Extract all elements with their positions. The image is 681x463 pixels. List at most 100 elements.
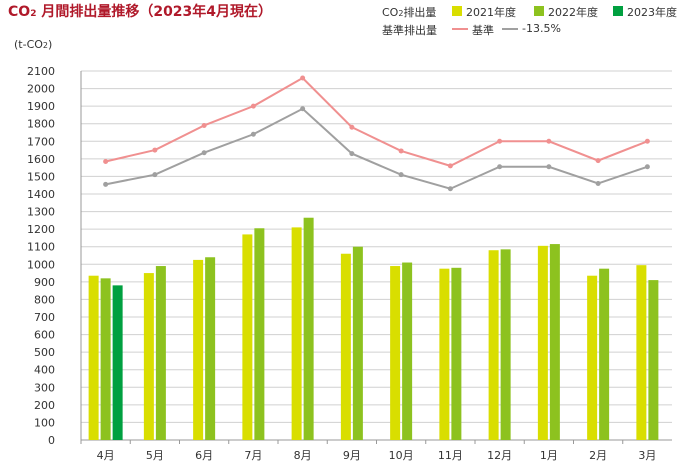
bar-2021年度 — [143, 273, 154, 440]
legend-text-reduced: -13.5% — [522, 22, 561, 35]
line--13.5% — [105, 107, 648, 190]
point--13.5% — [349, 151, 355, 157]
y-axis-unit-label: (t-CO2) — [14, 38, 53, 51]
point-基準 — [250, 103, 256, 109]
y-tick-label: 0 — [48, 434, 55, 447]
x-tick-label: 8月 — [294, 449, 312, 462]
point-基準 — [595, 158, 601, 164]
x-tick-label: 7月 — [244, 449, 262, 462]
y-tick-label: 1800 — [27, 118, 55, 131]
y-tick-label: 1500 — [27, 170, 55, 183]
bar-2021年度 — [193, 259, 204, 440]
legend-text-2021: 2021年度 — [466, 6, 516, 19]
legend-text-baseline: 基準 — [472, 24, 494, 37]
point--13.5% — [595, 180, 601, 186]
bar-2022年度 — [205, 257, 216, 440]
bar-2022年度 — [549, 244, 560, 440]
x-tick-label: 6月 — [195, 449, 213, 462]
bar-2021年度 — [587, 275, 598, 440]
y-tick-label: 1000 — [27, 258, 55, 271]
bar-2022年度 — [451, 267, 462, 440]
x-tick-label: 12月 — [487, 449, 512, 462]
legend-swatch-2021 — [452, 6, 462, 16]
y-tick-label: 800 — [34, 293, 55, 306]
x-tick-label: 3月 — [638, 449, 656, 462]
point--13.5% — [447, 186, 453, 192]
bar-2021年度 — [242, 234, 253, 440]
bar-2022年度 — [500, 249, 511, 440]
bar-2021年度 — [488, 250, 499, 440]
y-tick-label: 1300 — [27, 206, 55, 219]
y-tick-label: 300 — [34, 381, 55, 394]
bar-2021年度 — [636, 265, 647, 440]
legend-swatch-2023 — [613, 6, 623, 16]
y-tick-label: 1400 — [27, 188, 55, 201]
y-tick-label: 700 — [34, 311, 55, 324]
point-基準 — [546, 138, 552, 144]
x-tick-label: 5月 — [146, 449, 164, 462]
y-tick-label: 2100 — [27, 65, 55, 78]
point-基準 — [300, 75, 306, 81]
x-tick-label: 10月 — [389, 449, 414, 462]
point--13.5% — [546, 164, 552, 170]
point--13.5% — [152, 172, 158, 178]
bar-2022年度 — [352, 246, 363, 440]
x-tick-label: 11月 — [438, 449, 463, 462]
point-基準 — [349, 124, 355, 130]
y-tick-label: 100 — [34, 416, 55, 429]
y-tick-label: 1900 — [27, 100, 55, 113]
legend-swatch-2022 — [534, 6, 544, 16]
y-tick-label: 500 — [34, 346, 55, 359]
bar-2022年度 — [648, 280, 659, 440]
y-tick-label: 200 — [34, 399, 55, 412]
y-tick-label: 1100 — [27, 241, 55, 254]
y-tick-label: 400 — [34, 364, 55, 377]
bar-2022年度 — [254, 228, 265, 440]
y-tick-label: 1700 — [27, 135, 55, 148]
point--13.5% — [398, 172, 404, 178]
point--13.5% — [201, 150, 207, 156]
legend-line-reduced — [502, 28, 518, 30]
x-tick-label: 9月 — [343, 449, 361, 462]
y-tick-label: 600 — [34, 329, 55, 342]
bar-2022年度 — [303, 217, 314, 440]
x-tick-label: 2月 — [589, 449, 607, 462]
bar-2022年度 — [599, 268, 610, 440]
title-subscript: 2 — [30, 9, 37, 19]
y-tick-label: 1200 — [27, 223, 55, 236]
point-基準 — [398, 148, 404, 154]
bar-2021年度 — [291, 227, 302, 440]
point--13.5% — [250, 131, 256, 137]
point--13.5% — [497, 164, 503, 170]
point--13.5% — [300, 106, 306, 112]
point-基準 — [152, 147, 158, 153]
bar-2022年度 — [155, 266, 166, 440]
y-tick-label: 900 — [34, 276, 55, 289]
bar-2021年度 — [340, 253, 351, 440]
bar-2021年度 — [390, 266, 401, 440]
bar-2021年度 — [439, 268, 450, 440]
bar-2021年度 — [88, 275, 99, 440]
point-基準 — [644, 138, 650, 144]
point--13.5% — [103, 181, 109, 187]
point-基準 — [497, 138, 503, 144]
point-基準 — [201, 122, 207, 128]
legend-lines-label: 基準排出量 — [382, 24, 437, 37]
legend-text-2022: 2022年度 — [548, 6, 598, 19]
x-tick-label: 4月 — [97, 449, 115, 462]
legend-text-2023: 2023年度 — [627, 6, 677, 19]
point-基準 — [447, 163, 453, 169]
bar-2021年度 — [537, 245, 548, 440]
legend-line-baseline — [452, 28, 468, 30]
point--13.5% — [644, 164, 650, 170]
line-基準 — [105, 76, 648, 167]
point-基準 — [103, 158, 109, 164]
bar-2022年度 — [100, 278, 111, 440]
chart-title: CO2 月間排出量推移（2023年4月現在） — [8, 4, 273, 20]
legend-bars-label: CO2排出量 — [382, 6, 437, 19]
y-tick-label: 2000 — [27, 83, 55, 96]
y-tick-label: 1600 — [27, 153, 55, 166]
bar-2023年度 — [112, 285, 123, 440]
